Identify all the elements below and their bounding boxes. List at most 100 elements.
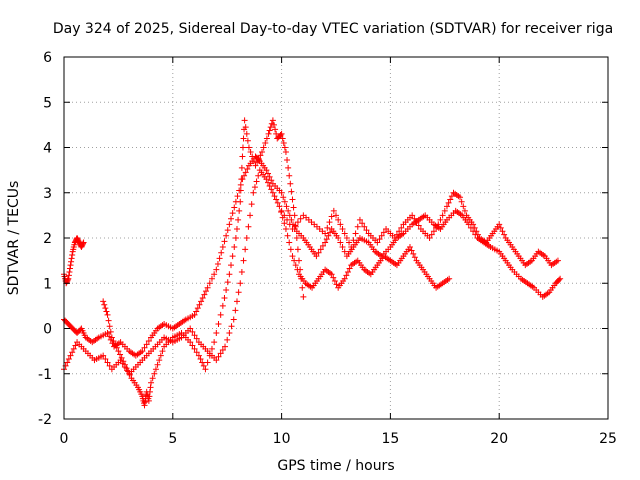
data-point bbox=[231, 204, 238, 211]
data-point bbox=[458, 198, 465, 205]
data-point bbox=[289, 225, 296, 232]
data-point bbox=[211, 339, 218, 346]
data-point bbox=[277, 132, 284, 139]
data-point bbox=[273, 196, 280, 203]
data-point bbox=[237, 181, 244, 188]
data-point bbox=[141, 344, 148, 351]
data-point bbox=[148, 379, 155, 386]
data-point bbox=[145, 397, 152, 404]
data-point bbox=[284, 232, 291, 239]
data-point bbox=[278, 189, 285, 196]
data-point bbox=[102, 356, 109, 363]
axis-ticks: 0 5 10 15 20 25 -2 -1 0 1 2 3 4 5 6 bbox=[38, 50, 617, 447]
data-point bbox=[67, 262, 74, 269]
data-point bbox=[259, 149, 266, 156]
data-point bbox=[330, 207, 337, 214]
data-point bbox=[356, 216, 363, 223]
data-point bbox=[341, 248, 348, 255]
data-point bbox=[233, 298, 240, 305]
series-track-b bbox=[61, 167, 453, 377]
data-point bbox=[268, 186, 275, 193]
data-point bbox=[237, 198, 244, 205]
data-point bbox=[262, 139, 269, 146]
data-point bbox=[298, 275, 305, 282]
data-point bbox=[149, 375, 156, 382]
data-point bbox=[247, 149, 254, 156]
data-point bbox=[328, 213, 335, 220]
data-point bbox=[433, 224, 440, 231]
data-point bbox=[141, 402, 148, 409]
data-point bbox=[380, 229, 387, 236]
data-point bbox=[72, 342, 79, 349]
data-point bbox=[195, 352, 202, 359]
data-point bbox=[191, 332, 198, 339]
data-point bbox=[189, 328, 196, 335]
data-point bbox=[391, 235, 398, 241]
data-point bbox=[271, 193, 278, 200]
data-point bbox=[204, 284, 211, 291]
data-point bbox=[101, 301, 108, 308]
data-point bbox=[409, 212, 416, 219]
data-point bbox=[279, 135, 286, 142]
data-point bbox=[268, 177, 275, 184]
x-tick-label: 0 bbox=[60, 431, 69, 447]
data-point bbox=[157, 352, 164, 359]
data-point bbox=[288, 188, 295, 195]
data-point bbox=[297, 266, 304, 273]
data-point bbox=[219, 346, 226, 353]
data-point bbox=[103, 308, 110, 315]
x-tick-label: 10 bbox=[273, 431, 291, 447]
data-point bbox=[471, 224, 478, 231]
data-point bbox=[208, 345, 215, 352]
data-point bbox=[243, 235, 250, 241]
data-point bbox=[245, 223, 252, 230]
series-track-d bbox=[100, 117, 307, 409]
data-point bbox=[237, 280, 244, 287]
data-point bbox=[281, 220, 288, 227]
data-point bbox=[242, 124, 249, 131]
data-point bbox=[224, 227, 231, 234]
data-point bbox=[154, 361, 161, 368]
data-point bbox=[327, 229, 334, 236]
data-point bbox=[317, 246, 324, 253]
data-point bbox=[443, 203, 450, 210]
data-point bbox=[322, 239, 329, 246]
data-point bbox=[430, 228, 437, 235]
data-point bbox=[447, 196, 454, 203]
data-point bbox=[66, 268, 73, 275]
data-point bbox=[106, 362, 113, 369]
data-point bbox=[219, 244, 226, 251]
data-point bbox=[460, 203, 467, 210]
data-point bbox=[413, 219, 420, 226]
data-point bbox=[249, 153, 256, 160]
series-track-e bbox=[278, 189, 561, 269]
data-point bbox=[323, 236, 330, 243]
data-point bbox=[554, 257, 561, 264]
y-tick-label: 3 bbox=[43, 186, 52, 202]
data-point bbox=[250, 158, 257, 165]
data-point bbox=[106, 333, 113, 340]
data-point bbox=[65, 356, 72, 363]
data-point bbox=[266, 182, 273, 189]
data-point bbox=[211, 271, 218, 278]
data-point bbox=[294, 219, 301, 226]
data-point bbox=[70, 345, 77, 352]
data-point bbox=[126, 371, 133, 378]
data-point bbox=[337, 239, 344, 246]
data-point bbox=[100, 352, 107, 359]
data-point bbox=[501, 231, 508, 238]
data-point bbox=[278, 130, 285, 137]
data-point bbox=[201, 291, 208, 298]
data-point bbox=[269, 117, 276, 124]
data-point bbox=[339, 225, 346, 232]
data-point bbox=[396, 228, 403, 235]
x-tick-label: 20 bbox=[490, 431, 508, 447]
data-point bbox=[470, 221, 477, 228]
data-point bbox=[339, 244, 346, 251]
data-point bbox=[112, 341, 119, 348]
data-point bbox=[108, 334, 115, 341]
data-point bbox=[107, 328, 114, 335]
data-point bbox=[265, 179, 271, 186]
data-point bbox=[198, 298, 205, 305]
data-point bbox=[67, 352, 74, 359]
